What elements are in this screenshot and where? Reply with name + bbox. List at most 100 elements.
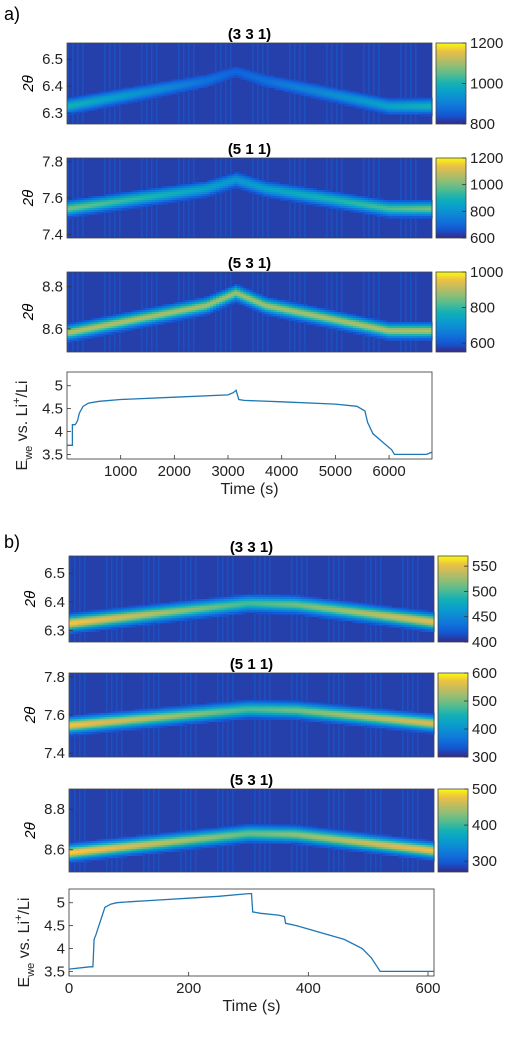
heatmap-cell: [209, 302, 214, 305]
heatmap-cell: [345, 607, 350, 611]
heatmap-cell: [371, 334, 375, 337]
heatmap-cell: [88, 206, 92, 209]
heatmap-cell: [257, 611, 262, 615]
heatmap-cell: [167, 308, 172, 311]
heatmap-cell: [97, 202, 102, 205]
heatmap-cell: [267, 310, 272, 313]
heatmap-cell: [315, 611, 320, 615]
heatmap-cell: [242, 715, 247, 718]
heatmap-cell: [355, 320, 360, 323]
heatmap-cell: [352, 316, 357, 319]
heatmap-cell: [185, 190, 190, 193]
heatmap-cell: [342, 609, 347, 613]
heatmap-cell: [146, 190, 150, 193]
heatmap-cell: [81, 618, 85, 622]
heatmap-cell: [155, 202, 159, 205]
heatmap-cell: [163, 721, 167, 724]
heatmap-cell: [167, 81, 172, 85]
heatmap-cell: [103, 101, 108, 105]
heatmap-streak: [252, 158, 254, 238]
heatmap-cell: [318, 601, 323, 604]
heatmap-cell: [365, 107, 369, 111]
heatmap-cell: [176, 314, 181, 317]
heatmap-cell: [245, 702, 250, 706]
heatmap-cell: [127, 316, 132, 319]
heatmap-cell: [124, 206, 129, 209]
heatmap-cell: [75, 731, 79, 735]
heatmap-cell: [176, 316, 181, 319]
heatmap-cell: [400, 607, 405, 611]
heatmap-streak: [262, 158, 264, 238]
heatmap-cell: [200, 300, 205, 303]
heatmap-cell: [102, 624, 107, 628]
heatmap-cell: [118, 97, 123, 101]
heatmap-cell: [374, 332, 378, 335]
heatmap-cell: [371, 101, 375, 105]
heatmap-cell: [343, 89, 348, 93]
heatmap-cell: [216, 73, 220, 76]
heatmap-cell: [103, 328, 108, 331]
heatmap-cell: [115, 316, 120, 319]
heatmap-cell: [188, 308, 193, 311]
heatmap-cell: [228, 186, 232, 189]
heatmap-cell: [120, 618, 125, 622]
heatmap-cell: [73, 334, 77, 337]
heatmap-cell: [142, 727, 146, 731]
heatmap-cell: [155, 320, 159, 323]
heatmap-cell: [346, 196, 351, 199]
heatmap-cell: [325, 326, 330, 329]
heatmap-cell: [106, 330, 111, 333]
heatmap-cell: [67, 97, 71, 101]
heatmap-cell: [106, 326, 111, 329]
heatmap-cell: [148, 710, 152, 714]
heatmap-cell: [252, 298, 257, 301]
heatmap-cell: [316, 200, 321, 203]
heatmap-cell: [261, 190, 266, 193]
heatmap-cell: [118, 93, 123, 97]
heatmap-cell: [85, 107, 89, 111]
heatmap-cell: [349, 208, 354, 211]
heatmap-cell: [109, 316, 114, 319]
heatmap-cell: [270, 194, 275, 197]
heatmap-cell: [362, 208, 366, 211]
heatmap-streak: [417, 556, 419, 642]
heatmap-cell: [427, 611, 432, 615]
heatmap-cell: [191, 300, 196, 303]
heatmap-cell: [240, 302, 245, 305]
heatmap-cell: [325, 320, 330, 323]
heatmap-cell: [213, 306, 217, 309]
heatmap-cell: [172, 614, 177, 617]
heatmap-cell: [349, 99, 354, 103]
heatmap-cell: [301, 304, 305, 307]
heatmap-cell: [404, 107, 409, 111]
heatmap-cell: [301, 318, 305, 321]
heatmap-cell: [237, 172, 241, 175]
heatmap-cell: [422, 208, 427, 211]
heatmap-cell: [135, 715, 140, 718]
heatmap-cell: [219, 186, 223, 189]
heatmap-frame: [66, 42, 433, 125]
heatmap-cell: [407, 206, 412, 209]
heatmap-cell: [340, 318, 345, 321]
heatmap-cell: [263, 594, 268, 598]
heatmap-cell: [349, 330, 354, 333]
heatmap-cell: [269, 601, 274, 604]
heatmap-cell: [227, 596, 231, 600]
heatmap-cell: [160, 715, 164, 718]
heatmap-cell: [261, 81, 266, 85]
heatmap-cell: [170, 308, 175, 311]
heatmap-cell: [316, 196, 321, 199]
heatmap-cell: [255, 71, 260, 74]
heatmap-cell: [376, 620, 380, 624]
heatmap-cell: [368, 212, 372, 215]
heatmap-cell: [246, 288, 251, 291]
heatmap-cell: [78, 622, 82, 626]
heatmap-cell: [118, 99, 123, 103]
heatmap-cell: [312, 603, 316, 607]
heatmap-cell: [136, 85, 141, 89]
heatmap-cell: [161, 316, 165, 319]
heatmap-cell: [178, 712, 183, 716]
heatmap-cell: [334, 93, 339, 97]
heatmap-cell: [419, 334, 424, 337]
